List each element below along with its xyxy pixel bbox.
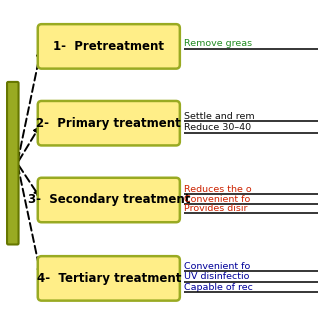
Text: 2-  Primary treatment: 2- Primary treatment: [36, 117, 181, 130]
Text: UV disinfectio: UV disinfectio: [184, 272, 249, 281]
Text: Reduces the o: Reduces the o: [184, 185, 252, 194]
Text: 3-  Secondary treatment: 3- Secondary treatment: [28, 194, 190, 206]
Text: Reduce 30–40: Reduce 30–40: [184, 124, 251, 132]
Text: 4-  Tertiary treatment: 4- Tertiary treatment: [36, 272, 181, 285]
FancyBboxPatch shape: [38, 178, 180, 222]
Text: Provides disir: Provides disir: [184, 204, 247, 213]
Text: Settle and rem: Settle and rem: [184, 112, 255, 121]
Text: Remove greas: Remove greas: [184, 39, 252, 48]
Text: 1-  Pretreatment: 1- Pretreatment: [53, 40, 164, 53]
FancyBboxPatch shape: [7, 82, 19, 244]
Text: Convenient fo: Convenient fo: [184, 195, 250, 204]
FancyBboxPatch shape: [38, 101, 180, 145]
FancyBboxPatch shape: [38, 24, 180, 69]
Text: Capable of rec: Capable of rec: [184, 283, 253, 292]
FancyBboxPatch shape: [38, 256, 180, 301]
Text: Convenient fo: Convenient fo: [184, 262, 250, 271]
